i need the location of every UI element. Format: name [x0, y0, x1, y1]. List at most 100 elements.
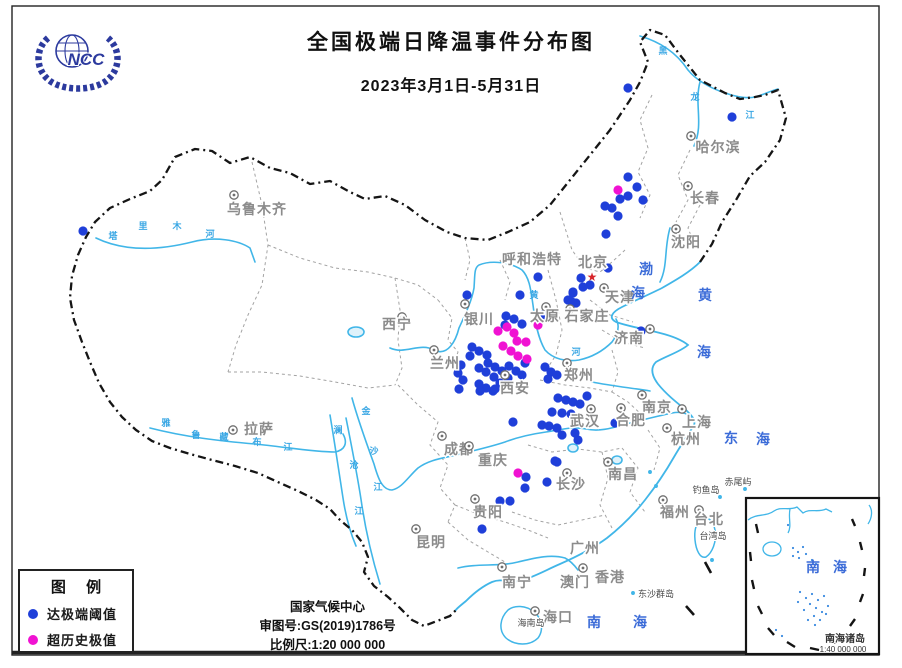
event-dot-historic-extreme	[502, 322, 512, 332]
event-dot-extreme-threshold	[585, 280, 595, 290]
city-label: 南昌	[608, 466, 638, 482]
river-label: 木	[171, 220, 182, 231]
event-dot-extreme-threshold	[490, 384, 500, 394]
event-dot-historic-extreme	[522, 354, 532, 364]
event-dot-extreme-threshold	[474, 346, 484, 356]
province-borders	[227, 94, 701, 563]
event-dot-extreme-threshold	[638, 195, 648, 205]
city-label: 杭州	[671, 431, 701, 447]
event-dot-extreme-threshold	[607, 203, 617, 213]
event-dot-extreme-threshold	[623, 191, 633, 201]
event-dot-extreme-threshold	[465, 351, 475, 361]
rivers	[95, 35, 779, 585]
event-dot-extreme-threshold	[505, 496, 515, 506]
city-marker-dot	[568, 307, 572, 311]
event-dot-extreme-threshold	[509, 314, 519, 324]
event-dot-extreme-threshold	[575, 399, 585, 409]
sea-label: 渤	[639, 261, 653, 277]
event-dot-extreme-threshold	[543, 374, 553, 384]
event-dot-extreme-threshold	[454, 384, 464, 394]
event-dot-historic-extreme	[513, 468, 523, 478]
offshore-islands	[500, 470, 747, 645]
city-label: 上海	[682, 414, 712, 430]
river-label: 沧	[349, 459, 359, 470]
city-marker-dot	[697, 508, 701, 512]
legend-item: 达极端阈值	[28, 604, 132, 623]
city-label: 香港	[594, 569, 625, 585]
page-title: 全国极端日降温事件分布图	[307, 31, 595, 54]
event-dot-extreme-threshold	[600, 201, 610, 211]
event-dot-extreme-threshold	[615, 194, 625, 204]
river-label: 雅	[160, 417, 170, 428]
river-label: 金	[360, 405, 371, 416]
blue-dot-icon	[28, 608, 38, 619]
city-label: 西安	[500, 380, 530, 396]
city-marker-dot	[432, 348, 436, 352]
event-dot-extreme-threshold	[504, 361, 514, 371]
beijing-star-icon: ★	[587, 270, 598, 284]
event-dot-extreme-threshold	[632, 182, 642, 192]
river-label: 塔	[108, 230, 118, 241]
legend-title: 图 例	[50, 579, 110, 596]
city-marker-dot	[589, 407, 593, 411]
event-dot-extreme-threshold	[517, 319, 527, 329]
event-dot-extreme-threshold	[610, 418, 620, 428]
city-label: 澳门	[560, 574, 590, 590]
city-label: 福州	[659, 504, 690, 520]
event-dot-extreme-threshold	[533, 272, 543, 282]
event-dot-extreme-threshold	[537, 420, 547, 430]
inset-scale-label: 1:40 000 000	[820, 645, 867, 654]
city-label: 哈尔滨	[696, 139, 741, 155]
city-label: 济南	[614, 330, 644, 346]
city-marker-dot	[648, 327, 652, 331]
event-dot-extreme-threshold	[490, 362, 500, 372]
event-dot-extreme-threshold	[456, 360, 466, 370]
event-dot-extreme-threshold	[552, 370, 562, 380]
event-dot-extreme-threshold	[474, 363, 484, 373]
city-label: 石家庄	[564, 308, 610, 324]
event-dot-extreme-threshold	[538, 310, 548, 320]
city-label: 乌鲁木齐	[227, 201, 287, 217]
event-dot-extreme-threshold	[489, 372, 499, 382]
legend-item: 超历史极值	[28, 630, 132, 649]
city-marker-dot	[565, 361, 569, 365]
event-dot-extreme-threshold	[515, 290, 525, 300]
event-dot-extreme-threshold	[613, 211, 623, 221]
river-label: 黑	[658, 46, 667, 56]
city-label-beijing: 北京	[578, 254, 608, 270]
sea-label: 海	[631, 285, 645, 301]
event-dot-extreme-threshold	[636, 326, 646, 336]
event-dot-extreme-threshold	[727, 112, 737, 122]
city-label: 贵阳	[473, 504, 503, 520]
event-dot-historic-extreme	[509, 328, 519, 338]
island-label: 东沙群岛	[638, 588, 674, 599]
footer: 国家气候中心 审图号:GS(2019)1786号 比例尺:1:20 000 00…	[195, 598, 460, 655]
city-marker-dot	[689, 134, 693, 138]
sea-label: 海	[697, 344, 711, 360]
inset-nine-dash-line	[748, 518, 867, 652]
city-marker-dot	[440, 434, 444, 438]
sea-label: 黄	[698, 287, 712, 303]
event-dot-extreme-threshold	[542, 477, 552, 487]
event-dot-extreme-threshold	[475, 386, 485, 396]
city-marker-dot	[680, 407, 684, 411]
city-label: 天津	[605, 289, 635, 305]
event-dot-historic-extreme	[533, 320, 543, 330]
event-dot-extreme-threshold	[578, 282, 588, 292]
legend-item-label: 达极端阈值	[47, 607, 118, 622]
island-label: 海南岛	[517, 617, 544, 628]
event-dot-extreme-threshold	[501, 311, 511, 321]
city-label: 长春	[690, 190, 720, 206]
event-dot-extreme-threshold	[474, 379, 484, 389]
river-label: 里	[138, 221, 147, 231]
city-marker-dot	[231, 428, 235, 432]
footer-approval: 审图号:GS(2019)1786号	[259, 619, 396, 633]
inset-name-label: 南海诸岛	[825, 632, 865, 645]
event-dot-extreme-threshold	[601, 229, 611, 239]
event-dot-extreme-threshold	[508, 417, 518, 427]
city-marker-dot	[661, 498, 665, 502]
dash-line-segments	[685, 561, 713, 616]
